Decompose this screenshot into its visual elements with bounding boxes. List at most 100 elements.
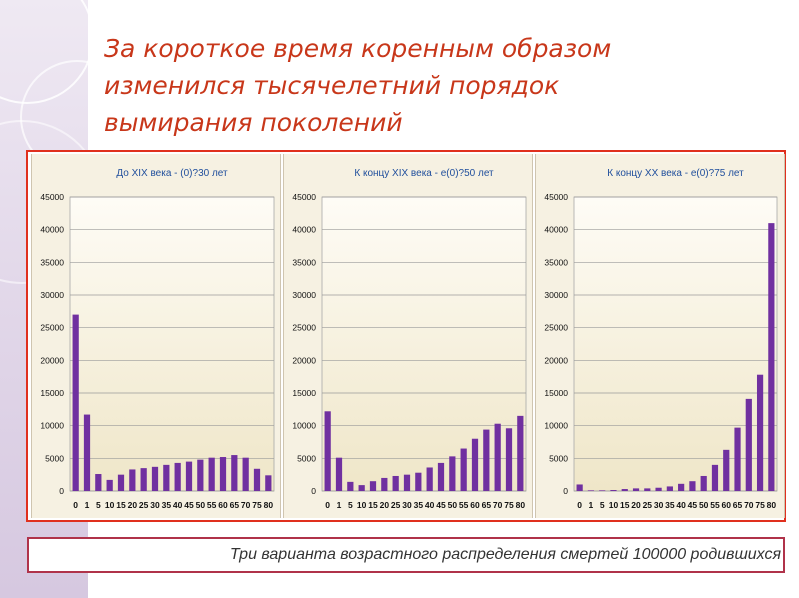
x-tick-label: 75 — [504, 500, 514, 510]
x-tick-label: 60 — [722, 500, 732, 510]
bar — [151, 466, 159, 491]
x-tick-label: 80 — [767, 500, 777, 510]
y-tick-label: 25000 — [40, 323, 64, 333]
x-tick-label: 50 — [699, 500, 709, 510]
bar — [494, 423, 501, 491]
y-tick-label: 10000 — [544, 421, 568, 431]
bar — [587, 490, 595, 491]
bar — [460, 448, 467, 491]
x-tick-label: 30 — [654, 500, 664, 510]
bar — [208, 457, 215, 491]
y-tick-label: 30000 — [544, 290, 568, 300]
bar — [621, 489, 628, 491]
plot-area — [321, 196, 527, 492]
x-tick-label: 5 — [348, 500, 353, 510]
x-tick-label: 45 — [436, 500, 446, 510]
y-tick-label: 30000 — [40, 290, 64, 300]
bar — [174, 462, 181, 491]
bar — [471, 438, 479, 491]
x-tick-label: 35 — [665, 500, 675, 510]
x-tick-label: 10 — [105, 500, 115, 510]
y-tick-label: 45000 — [292, 192, 316, 202]
x-tick-label: 55 — [207, 500, 217, 510]
x-tick-label: 15 — [116, 500, 126, 510]
y-tick-label: 25000 — [292, 323, 316, 333]
bar — [324, 411, 331, 491]
y-tick-label: 40000 — [544, 225, 568, 235]
chart-late-20th-century: К концу XX века - е(0)?75 лет 0 5000 10000 1… — [544, 168, 778, 510]
x-tick-label: 60 — [470, 500, 480, 510]
chart-panel-late-19th-century: К концу XIX века - е(0)?50 лет 0 5000 10000… — [283, 154, 533, 518]
x-tick-label: 50 — [196, 500, 206, 510]
bar — [242, 457, 249, 491]
x-tick-label: 40 — [173, 500, 183, 510]
bar — [335, 457, 343, 491]
x-tick-label: 15 — [368, 500, 378, 510]
x-tick-label: 10 — [357, 500, 367, 510]
bar — [666, 486, 673, 491]
bar — [415, 472, 422, 491]
charts-frame: До XIX века - (0)?30 лет 0 5000 10000 15000 2… — [26, 150, 786, 522]
y-tick-label: 40000 — [292, 225, 316, 235]
x-tick-label: 10 — [609, 500, 619, 510]
bar — [106, 479, 113, 491]
x-tick-label: 70 — [241, 500, 251, 510]
bar — [265, 475, 272, 491]
y-tick-label: 15000 — [40, 388, 64, 398]
bar — [576, 484, 583, 491]
x-tick-label: 0 — [73, 500, 78, 510]
y-tick-label: 20000 — [292, 355, 316, 365]
x-tick-label: 20 — [380, 500, 390, 510]
x-tick-label: 50 — [448, 500, 458, 510]
bar — [369, 481, 377, 491]
bar — [632, 488, 640, 491]
x-tick-label: 35 — [414, 500, 424, 510]
y-tick-label: 5000 — [549, 453, 568, 463]
bar — [426, 467, 433, 491]
x-tick-label: 20 — [128, 500, 138, 510]
bar — [185, 461, 193, 491]
chart-late-19th-century: К концу XIX века - е(0)?50 лет 0 5000 10000… — [292, 168, 527, 510]
slide-title-line: За короткое время коренным образом — [104, 34, 612, 63]
x-tick-label: 25 — [391, 500, 401, 510]
x-tick-label: 30 — [150, 500, 160, 510]
bar — [381, 477, 388, 491]
x-tick-label: 70 — [744, 500, 754, 510]
y-tick-label: 0 — [311, 486, 316, 496]
y-tick-label: 30000 — [292, 290, 316, 300]
x-tick-label: 65 — [733, 500, 743, 510]
bar — [347, 481, 354, 491]
x-tick-label: 65 — [482, 500, 492, 510]
bar — [358, 485, 365, 491]
y-tick-label: 0 — [59, 486, 64, 496]
y-tick-label: 25000 — [544, 323, 568, 333]
x-tick-label: 75 — [755, 500, 765, 510]
bar — [72, 314, 79, 491]
x-tick-label: 45 — [184, 500, 194, 510]
bar — [403, 474, 411, 491]
x-tick-label: 15 — [620, 500, 630, 510]
bar — [253, 468, 261, 491]
chart-pre-19th-century: До XIX века - (0)?30 лет 0 5000 10000 15000 2… — [40, 168, 275, 510]
x-tick-label: 40 — [425, 500, 435, 510]
chart-title: До XIX века - (0)?30 лет — [116, 168, 228, 179]
y-tick-label: 10000 — [40, 421, 64, 431]
x-tick-label: 80 — [264, 500, 274, 510]
bar — [505, 428, 513, 491]
bar — [83, 414, 91, 491]
plot-area — [69, 196, 275, 492]
x-tick-label: 65 — [230, 500, 240, 510]
bar — [700, 475, 707, 491]
y-tick-label: 0 — [563, 486, 568, 496]
slide-title-line: вымирания поколений — [104, 108, 403, 137]
x-tick-label: 25 — [643, 500, 653, 510]
bar — [392, 475, 399, 491]
y-tick-label: 20000 — [544, 355, 568, 365]
bar — [711, 464, 719, 491]
chart-title: К концу XX века - е(0)?75 лет — [607, 168, 744, 179]
bar — [140, 468, 147, 491]
bar — [689, 481, 696, 491]
bar — [756, 374, 764, 491]
bar — [610, 490, 617, 491]
